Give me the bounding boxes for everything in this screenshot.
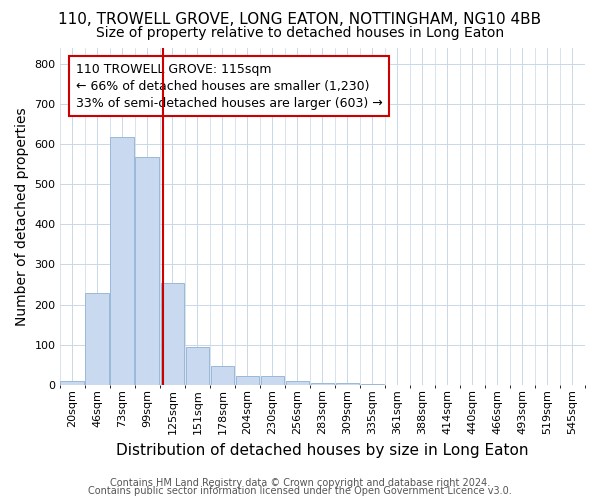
Text: Size of property relative to detached houses in Long Eaton: Size of property relative to detached ho… <box>96 26 504 40</box>
Bar <box>61 381 84 385</box>
Text: Contains public sector information licensed under the Open Government Licence v3: Contains public sector information licen… <box>88 486 512 496</box>
Bar <box>335 383 359 385</box>
Bar <box>361 384 385 385</box>
Bar <box>211 366 234 385</box>
Bar <box>185 347 209 385</box>
Text: 110 TROWELL GROVE: 115sqm
← 66% of detached houses are smaller (1,230)
33% of se: 110 TROWELL GROVE: 115sqm ← 66% of detac… <box>76 62 382 110</box>
Bar <box>161 282 184 385</box>
Bar <box>286 381 309 385</box>
Bar <box>85 294 109 385</box>
Bar <box>311 383 334 385</box>
Bar <box>260 376 284 385</box>
Bar <box>236 376 259 385</box>
Bar <box>136 157 159 385</box>
Text: Contains HM Land Registry data © Crown copyright and database right 2024.: Contains HM Land Registry data © Crown c… <box>110 478 490 488</box>
Bar <box>110 137 134 385</box>
Y-axis label: Number of detached properties: Number of detached properties <box>15 107 29 326</box>
X-axis label: Distribution of detached houses by size in Long Eaton: Distribution of detached houses by size … <box>116 442 529 458</box>
Text: 110, TROWELL GROVE, LONG EATON, NOTTINGHAM, NG10 4BB: 110, TROWELL GROVE, LONG EATON, NOTTINGH… <box>58 12 542 28</box>
